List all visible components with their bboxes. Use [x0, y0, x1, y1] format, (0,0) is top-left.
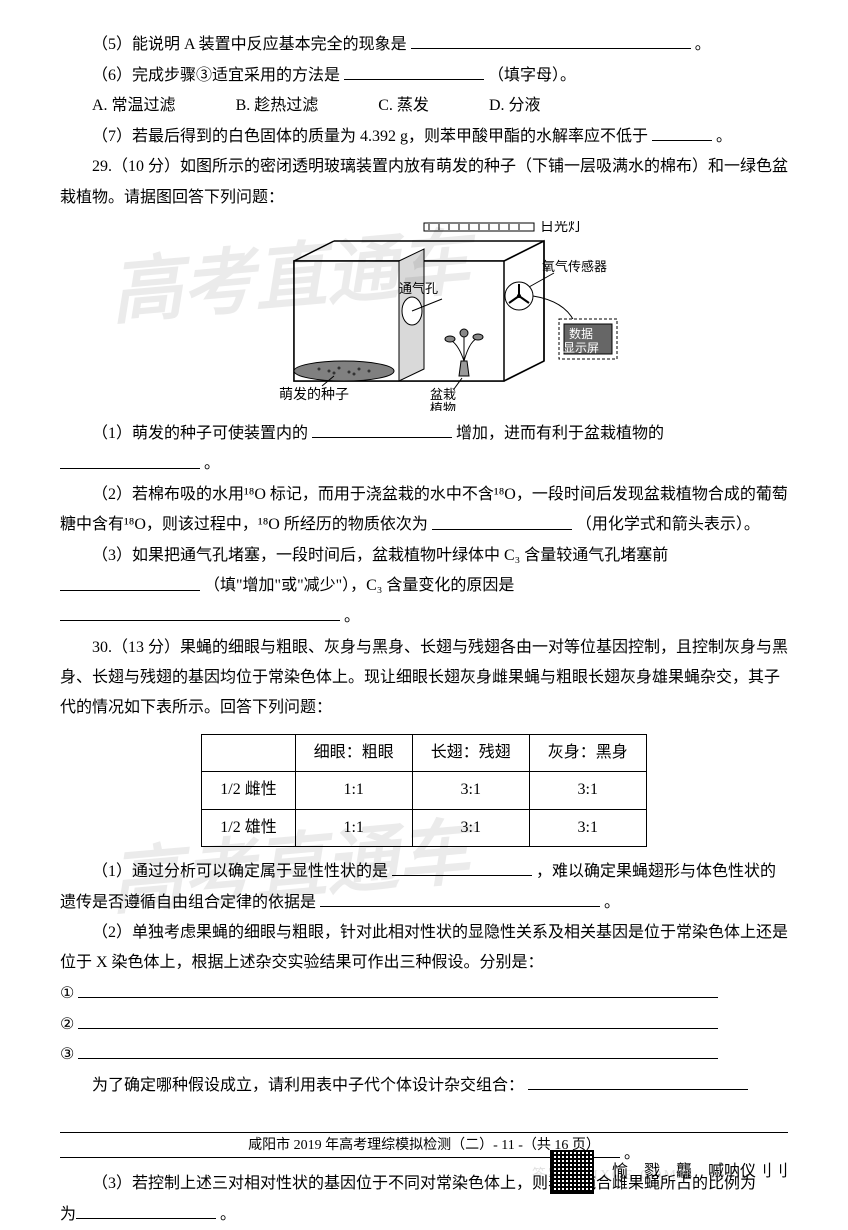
- td: 3:1: [529, 772, 646, 809]
- q30-2: （2）单独考虑果蝇的细眼与粗眼，针对此相对性状的显隐性关系及相关基因是位于常染色…: [60, 918, 788, 979]
- td: 1:1: [295, 809, 412, 846]
- td: 1:1: [295, 772, 412, 809]
- q28-5-text: （5）能说明 A 装置中反应基本完全的现象是: [92, 36, 407, 53]
- hole-label: 通气孔: [399, 281, 438, 296]
- blank: [60, 571, 200, 590]
- q30-2b: 为了确定哪种假设成立，请利用表中子代个体设计杂交组合：: [60, 1071, 788, 1102]
- q29-2b: （用化学式和箭头表示）。: [576, 517, 760, 534]
- q29-3: （3）如果把通气孔堵塞，一段时间后，盆栽植物叶绿体中 C₃ 含量较通气孔堵塞前 …: [60, 541, 788, 633]
- th: 长翅：残翅: [412, 734, 529, 771]
- q29-1: （1）萌发的种子可使装置内的 增加，进而有利于盆栽植物的 。: [60, 419, 788, 480]
- blank: [344, 61, 484, 80]
- plant-label-2: 植物: [430, 401, 456, 411]
- td: 1/2 雄性: [202, 809, 295, 846]
- q29-diagram: 日光灯 通气孔 萌发的种子 盆栽 植物: [60, 221, 788, 411]
- q28-7a: （7）若最后得到的白色固体的质量为 4.392 g，则苯甲酸甲酯的水解率应不低于: [92, 128, 648, 145]
- q28-5: （5）能说明 A 装置中反应基本完全的现象是 。: [60, 30, 788, 61]
- seeds-label: 萌发的种子: [279, 387, 349, 403]
- q30-hyp2: ②: [60, 1009, 788, 1040]
- blank: [652, 122, 712, 141]
- q30-hyp1: ①: [60, 979, 788, 1010]
- q29-head: 29.（10 分）如图所示的密闭透明玻璃装置内放有萌发的种子（下铺一层吸满水的棉…: [60, 152, 788, 213]
- q29-3a: （3）如果把通气孔堵塞，一段时间后，盆栽植物叶绿体中 C₃ 含量较通气孔堵塞前: [92, 547, 668, 564]
- q30-2b-text: 为了确定哪种假设成立，请利用表中子代个体设计杂交组合：: [92, 1077, 524, 1094]
- blank-line: [60, 1107, 788, 1133]
- apparatus-svg: 日光灯 通气孔 萌发的种子 盆栽 植物: [224, 221, 624, 411]
- q30-1a: （1）通过分析可以确定属于显性性状的是: [92, 863, 388, 880]
- q28-7: （7）若最后得到的白色固体的质量为 4.392 g，则苯甲酸甲酯的水解率应不低于…: [60, 122, 788, 153]
- blank: [60, 602, 340, 621]
- blank: [320, 888, 600, 907]
- blank: [432, 510, 572, 529]
- table-row: 细眼：粗眼 长翅：残翅 灰身：黑身: [202, 734, 647, 771]
- num-2: ②: [60, 1010, 74, 1040]
- q29-3b: （填"增加"或"减少"），C₃ 含量变化的原因是: [204, 578, 514, 595]
- q29-1c: 。: [204, 456, 220, 473]
- plant-label-1: 盆栽: [430, 387, 456, 402]
- watermark-site: 答案网 MXQE.COM: [532, 1163, 678, 1190]
- opt-a: A. 常温过滤: [92, 91, 176, 121]
- blank: [528, 1071, 748, 1090]
- td: 3:1: [529, 809, 646, 846]
- q28-7b: 。: [716, 128, 732, 145]
- blank: [78, 979, 718, 998]
- q30-head: 30.（13 分）果蝇的细眼与粗眼、灰身与黑身、长翅与残翅各由一对等位基因控制，…: [60, 633, 788, 724]
- screen-text-1: 数据: [569, 326, 593, 341]
- q30-3b-line: 为 。: [60, 1200, 788, 1230]
- lamp-label: 日光灯: [540, 221, 582, 235]
- blank: [392, 857, 532, 876]
- q29-1b: 增加，进而有利于盆栽植物的: [456, 425, 664, 442]
- blank: [78, 1040, 718, 1059]
- blank: [411, 30, 691, 49]
- screen-text-2: 显示屏: [563, 341, 599, 355]
- th: [202, 734, 295, 771]
- q30-table: 细眼：粗眼 长翅：残翅 灰身：黑身 1/2 雌性 1:1 3:1 3:1 1/2…: [201, 734, 647, 847]
- blank: [76, 1200, 216, 1219]
- q28-6: （6）完成步骤③适宜采用的方法是 （填字母）。: [60, 61, 788, 92]
- q29-3c: 。: [344, 608, 360, 625]
- td: 3:1: [412, 809, 529, 846]
- blank: [60, 449, 200, 468]
- num-1: ①: [60, 979, 74, 1009]
- table-row: 1/2 雄性 1:1 3:1 3:1: [202, 809, 647, 846]
- td: 3:1: [412, 772, 529, 809]
- q30-1: （1）通过分析可以确定属于显性性状的是 ，难以确定果蝇翅形与体色性状的遗传是否遵…: [60, 857, 788, 918]
- th: 灰身：黑身: [529, 734, 646, 771]
- blank: [78, 1009, 718, 1028]
- opt-d: D. 分液: [489, 91, 541, 121]
- q29-1a: （1）萌发的种子可使装置内的: [92, 425, 308, 442]
- table-row: 1/2 雌性 1:1 3:1 3:1: [202, 772, 647, 809]
- opt-c: C. 蒸发: [378, 91, 429, 121]
- q28-5-end: 。: [695, 36, 711, 53]
- q28-6b: （填字母）。: [488, 67, 576, 84]
- sensor-label: 氧气传感器: [542, 259, 607, 274]
- blank: [312, 419, 452, 438]
- q29-2: （2）若棉布吸的水用¹⁸O 标记，而用于浇盆栽的水中不含¹⁸O，一段时间后发现盆…: [60, 480, 788, 541]
- q28-6a: （6）完成步骤③适宜采用的方法是: [92, 67, 340, 84]
- q30-3b: 。: [220, 1206, 236, 1223]
- opt-b: B. 趁热过滤: [236, 91, 319, 121]
- q28-6-options: A. 常温过滤 B. 趁热过滤 C. 蒸发 D. 分液: [92, 91, 788, 121]
- q30-hyp3: ③: [60, 1040, 788, 1071]
- th: 细眼：粗眼: [295, 734, 412, 771]
- q30-1c: 。: [604, 894, 620, 911]
- num-3: ③: [60, 1040, 74, 1070]
- td: 1/2 雌性: [202, 772, 295, 809]
